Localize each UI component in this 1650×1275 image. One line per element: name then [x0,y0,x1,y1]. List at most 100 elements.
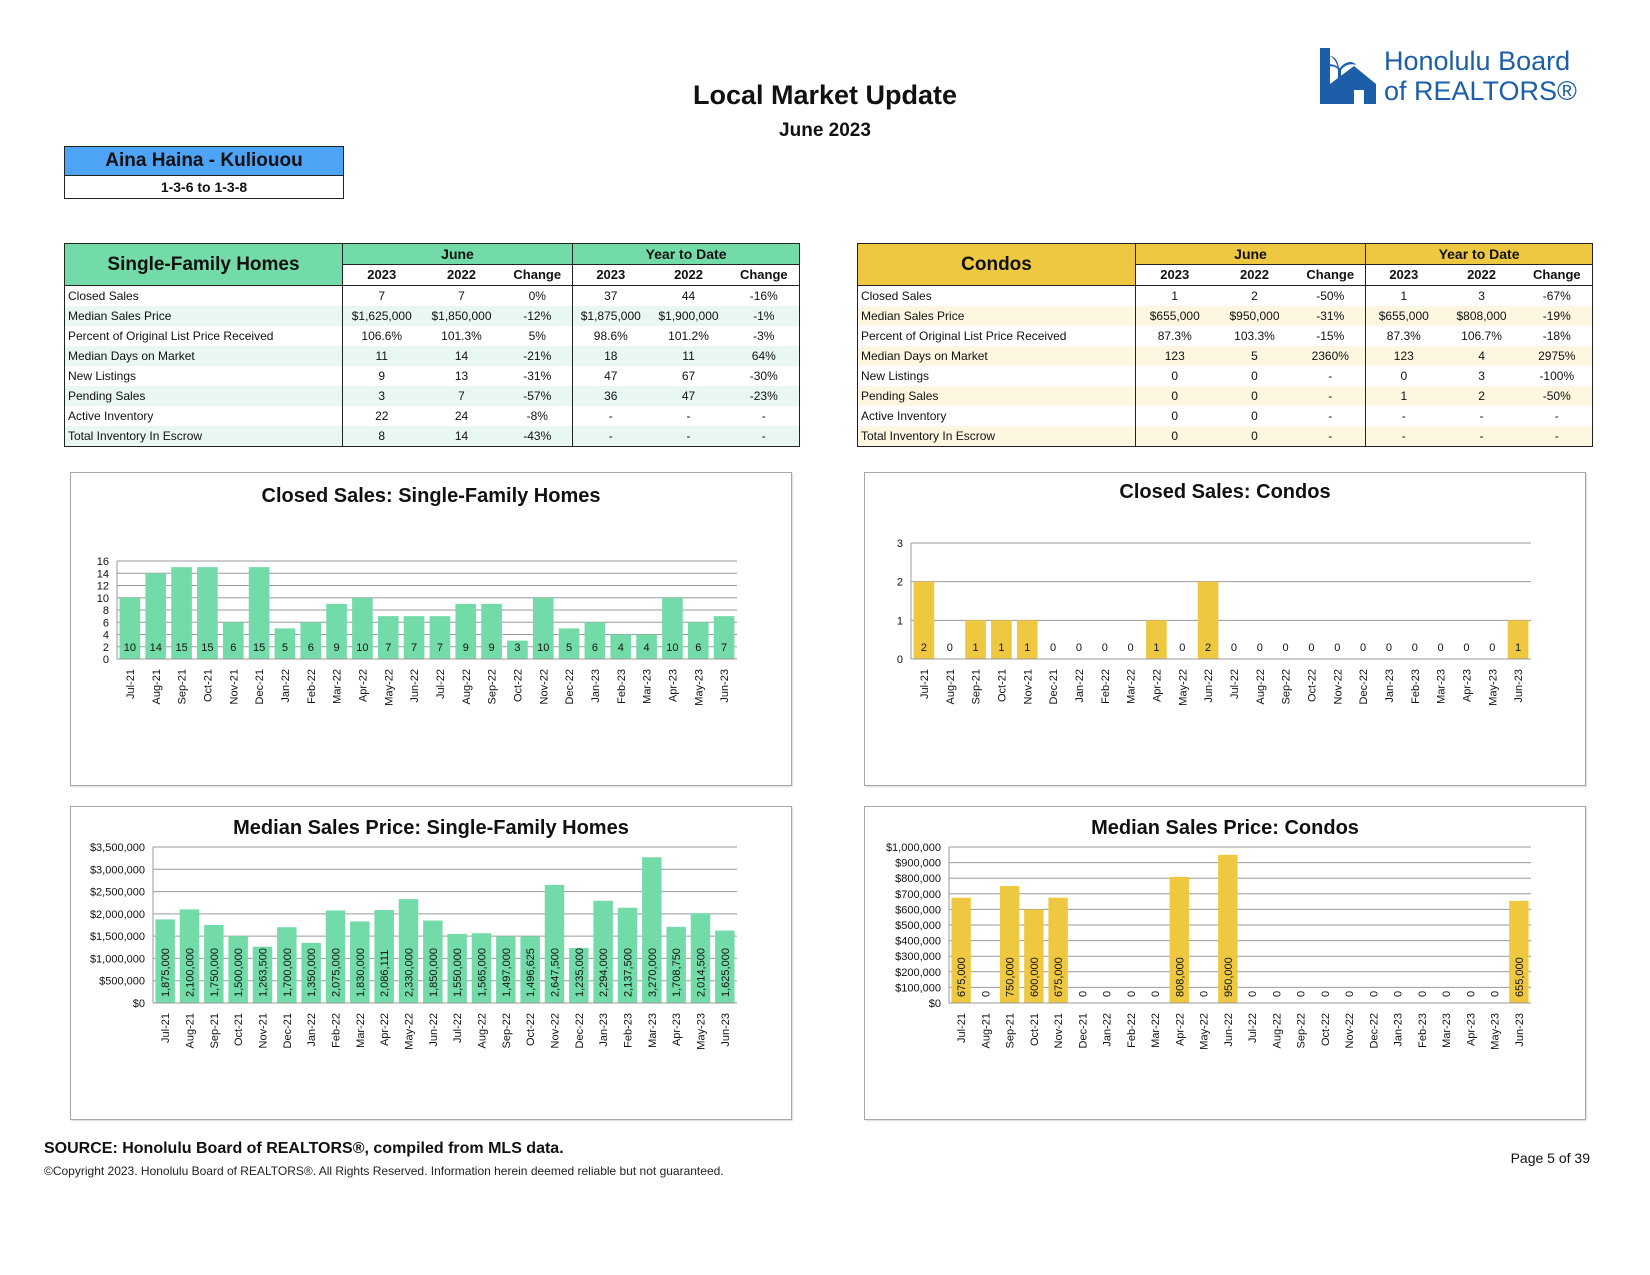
y-tick-label: 2 [103,642,109,654]
table-cell: 47 [572,366,649,386]
bar [481,603,502,659]
table-cell: 2975% [1521,346,1594,366]
table-cell: 13 [454,369,469,383]
data-label: 14 [150,642,162,654]
y-tick-label: $500,000 [99,976,145,988]
x-tick-label: Aug-22 [1255,669,1267,704]
table-cell: 98.6% [572,326,649,346]
data-label: 6 [592,642,598,654]
table-row: Active Inventory 22 24 -8% - - - [64,406,801,426]
table-cell: 0 [1135,406,1214,426]
data-label: 2 [921,642,927,654]
x-tick-label: Feb-23 [623,1013,635,1048]
x-tick-label: Feb-22 [1126,1013,1138,1048]
x-tick-label: Feb-23 [1417,1013,1429,1048]
y-tick-label: $3,500,000 [90,842,145,854]
condo-col-header: 2023 [1135,264,1214,286]
sfh-group-ytd: Year to Date [572,243,801,265]
data-label: 0 [1126,991,1138,997]
x-tick-label: Mar-22 [1126,669,1138,704]
data-label: 1,875,000 [160,948,172,997]
y-tick-label: 4 [103,630,109,642]
sfh-median-price-chart: Median Sales Price: Single-Family Homes … [70,806,792,1120]
bar [248,567,270,659]
table-cell: -67% [1521,285,1594,306]
table-cell: 37 [572,285,649,306]
row-label: Active Inventory [64,406,343,426]
x-tick-label: Jan-23 [598,1013,610,1047]
table-cell: 5% [502,326,574,346]
table-cell: 11 [342,346,421,366]
x-tick-label: Sep-21 [1005,1013,1017,1048]
x-tick-label: Dec-22 [1368,1013,1380,1048]
y-tick-label: 0 [897,654,903,666]
bar [593,900,613,1003]
condo-col-header: 2022 [1213,264,1296,286]
table-row: Median Sales Price $1,625,000 $1,850,000 -1… [64,306,801,326]
data-label: 7 [411,642,417,654]
table-cell: 123 [1135,346,1214,366]
data-label: 5 [566,642,572,654]
x-tick-label: Jan-22 [306,1013,318,1047]
x-tick-label: Feb-23 [616,669,628,704]
row-label: Median Days on Market [857,346,1136,366]
data-label: 15 [201,642,213,654]
bar [301,942,321,1003]
data-label: 0 [1102,991,1114,997]
x-tick-label: Aug-22 [477,1013,489,1048]
table-cell: - [728,426,801,447]
data-label: 0 [1463,642,1469,654]
table-cell: 106.7% [1461,329,1502,343]
y-tick-label: 6 [103,617,109,629]
table-cell: -21% [502,346,574,366]
x-tick-label: Apr-23 [667,669,679,702]
y-tick-label: 2 [897,577,903,589]
bar [713,616,735,659]
y-tick-label: 16 [97,556,109,568]
bar [197,567,218,659]
y-tick-label: 1 [897,615,903,627]
data-label: 7 [437,642,443,654]
data-label: 1 [1024,642,1030,654]
bar [1146,620,1167,659]
page-number: Page 5 of 39 [1510,1150,1590,1166]
bar [145,573,167,659]
table-cell: -57% [502,386,574,406]
data-label: 0 [1465,991,1477,997]
sfh-col-header: 2023 [342,264,421,286]
x-tick-label: Sep-22 [501,1013,513,1048]
bar [300,622,322,659]
x-tick-label: Jun-23 [720,1013,732,1047]
y-tick-label: 0 [103,654,109,666]
table-cell: - [1479,409,1484,423]
y-tick-label: $300,000 [895,951,941,963]
area-name: Aina Haina - Kuliouou [65,147,343,176]
x-tick-label: Jan-23 [590,669,602,703]
data-label: 1,625,000 [720,948,732,997]
data-label: 4 [618,642,624,654]
x-tick-label: Oct-21 [202,669,214,702]
sfh-stats-table: Single-Family Homes June Year to Date 20… [64,243,801,447]
data-label: 2,647,500 [550,948,562,997]
data-label: 1 [1515,642,1521,654]
data-label: 2,330,000 [404,948,416,997]
condo-stats-table: Condos June Year to Date 2023 2022 Chang… [857,243,1594,447]
table-row: Median Days on Market 11 14 -21% 18 11 64% [64,346,801,366]
bar [171,567,192,659]
data-label: 0 [1412,642,1418,654]
table-cell: $655,000 [1135,306,1214,326]
data-label: 0 [1368,991,1380,997]
table-cell: -15% [1295,326,1367,346]
y-tick-label: $500,000 [895,920,941,932]
page-subtitle: June 2023 [779,120,871,141]
bar [520,936,540,1003]
table-cell: - [686,409,691,423]
bar [666,926,686,1003]
row-label: Closed Sales [64,285,343,306]
x-tick-label: Mar-22 [1150,1013,1162,1048]
sfh-col-header: Change [728,264,801,286]
data-label: 600,000 [1029,957,1041,997]
x-tick-label: Mar-22 [355,1013,367,1048]
table-cell: 18 [572,346,649,366]
chart-title: Closed Sales: Condos [1119,481,1331,503]
